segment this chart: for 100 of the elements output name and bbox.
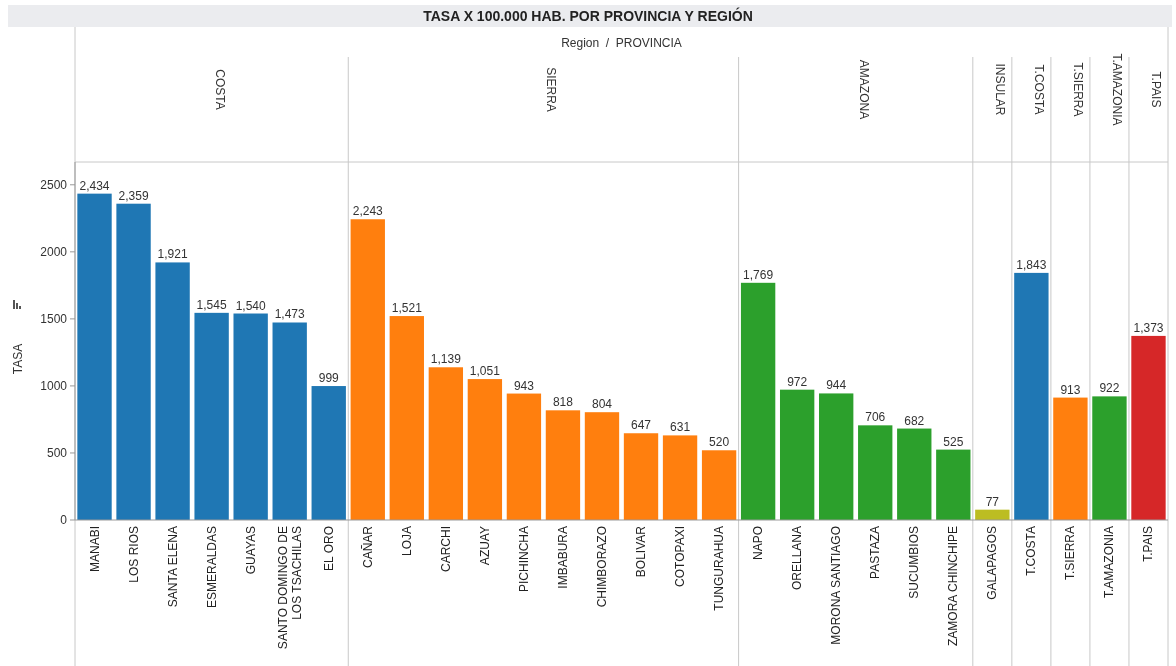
x-tick-label: SANTO DOMINGO DE LOS TSACHILAS [275,526,304,650]
bar [584,412,620,520]
bar [740,282,776,520]
x-tick-label: T.AMAZONIA [1102,526,1117,599]
data-label: 1,843 [1016,257,1047,272]
x-tick-label: ZAMORA CHINCHIPE [946,526,961,647]
x-tick-label: T.COSTA [1024,526,1039,576]
x-tick-label: IMBABURA [555,526,570,589]
data-label: 1,769 [743,267,774,282]
x-tick-label: ORELLANA [790,526,805,591]
x-tick-label: TUNGURAHUA [712,526,727,611]
y-tick-label: 0 [60,513,68,527]
text: T.COSTA [1032,64,1047,115]
text: AMAZONA [856,59,871,120]
bar [389,316,424,520]
y-tick-label: 500 [46,445,68,460]
data-label: 1,545 [196,297,227,312]
data-label: 525 [943,434,964,449]
bar [819,393,854,520]
bar [1092,396,1127,520]
data-label: 706 [865,410,886,425]
bar [428,367,464,520]
x-tick-label: CAÑAR [360,525,375,569]
bar [662,435,698,520]
x-tick-label: GALAPAGOS [985,526,1000,600]
data-label: 520 [709,435,730,450]
bar [936,449,971,520]
data-label: 1,921 [157,247,188,262]
bar [77,193,112,520]
data-label: 631 [670,420,691,435]
text: COSTA [212,69,227,110]
data-label: 1,373 [1133,320,1164,335]
x-tick-label: SANTA ELENA [165,526,180,608]
data-label: 1,521 [391,301,423,316]
bar [467,379,503,520]
x-tick-label: MORONA SANTIAGO [829,526,844,645]
y-axis-title: TASA [11,343,25,375]
text: T.PAIS [1149,71,1164,108]
bar [272,322,307,520]
data-label: 943 [513,378,535,393]
bar [897,428,932,520]
chart-title: TASA X 100.000 HAB. POR PROVINCIA Y REGIÓN [423,7,753,24]
x-tick-label: NAPO [751,526,766,561]
bar [858,425,893,520]
data-label: 2,434 [79,178,110,193]
data-label: 2,359 [118,188,149,203]
x-tick-label: GUAYAS [243,526,258,575]
bar [233,313,268,520]
data-label: 1,139 [430,352,462,367]
y-tick-label: 2500 [40,177,68,192]
bar [1053,397,1088,520]
x-tick-label: PASTAZA [868,526,883,579]
data-label: 77 [985,494,1000,509]
x-tick-label: EL ORO [321,526,336,571]
bar [1014,272,1049,520]
data-label: 647 [631,418,652,433]
y-tick-label: 1000 [40,378,68,393]
bar [311,386,346,520]
text: INSULAR [993,63,1008,116]
bar [545,410,581,520]
data-label: 1,051 [469,364,501,379]
x-tick-label: PICHINCHA [516,526,531,593]
x-tick-label: SUCUMBIOS [907,526,922,599]
text: Region / PROVINCIA [561,36,682,50]
text: T.AMAZONIA [1110,53,1125,126]
data-label: 682 [904,413,925,428]
x-tick-label: CARCHI [438,526,453,573]
x-tick-label: LOJA [399,526,414,557]
data-label: 2,243 [352,204,384,219]
bar [155,262,190,520]
x-tick-label: BOLIVAR [634,525,649,578]
data-label: 818 [552,395,574,410]
x-tick-label: LOS RIOS [126,526,141,583]
bar [116,203,151,520]
data-label: 913 [1060,382,1081,397]
data-label: 1,540 [235,298,266,313]
y-tick-label: 2000 [40,244,68,259]
bar [623,433,659,520]
x-tick-label: MANABI [87,526,102,573]
x-tick-label: ESMERALDAS [204,526,219,609]
data-label: 944 [826,378,847,393]
text: T.SIERRA [1071,62,1086,117]
bar [506,393,542,520]
bar [194,312,229,520]
text: SIERRA [544,67,559,112]
data-label: 999 [318,371,340,386]
x-tick-label: CHIMBORAZO [594,526,609,608]
x-tick-label: T.SIERRA [1063,526,1078,581]
bar [701,450,737,520]
bar [1131,335,1166,520]
data-label: 922 [1099,381,1120,396]
x-tick-label: AZUAY [477,526,492,566]
data-label: 972 [787,374,808,389]
data-label: 804 [591,397,613,412]
x-tick-label: COTOPAXI [673,526,688,587]
x-tick-label: T.PAIS [1141,526,1156,562]
data-label: 1,473 [274,307,306,322]
bar [779,389,815,520]
bar [350,219,385,520]
y-tick-label: 1500 [40,311,68,326]
